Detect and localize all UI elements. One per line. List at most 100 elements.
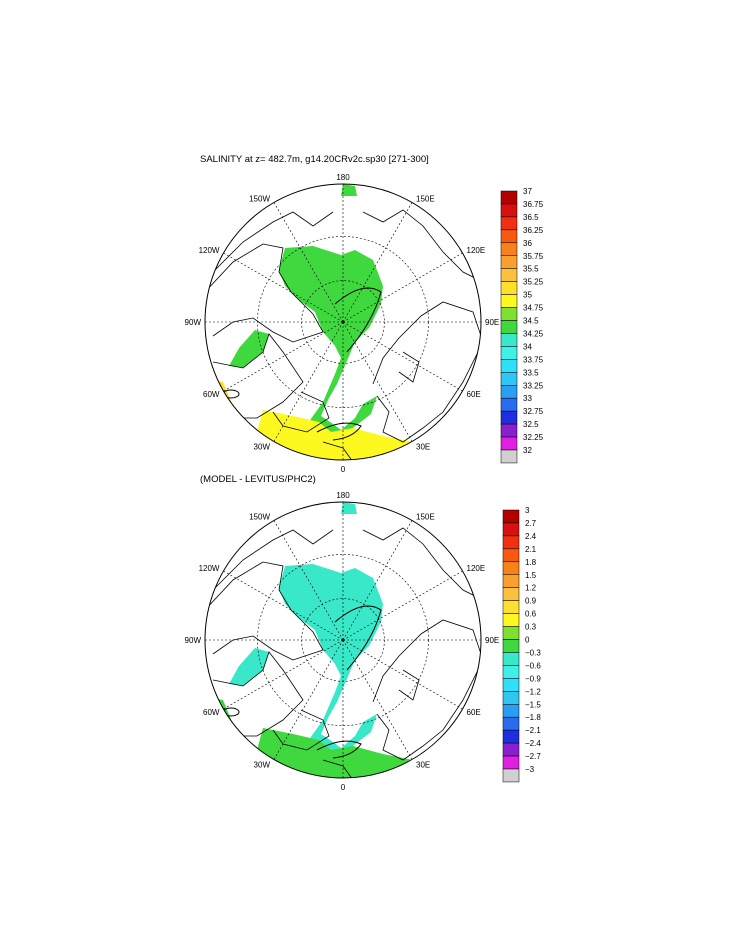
contour-line	[334, 287, 382, 353]
top-panel-title: SALINITY at z= 482.7m, g14.20CRv2c.sp30 …	[200, 154, 429, 165]
colorbar-tick-label: 36.25	[523, 226, 544, 235]
longitude-label: 90E	[485, 318, 499, 327]
longitude-label: 30E	[416, 761, 430, 770]
longitude-label: 150W	[249, 194, 270, 203]
colorbar-box	[500, 449, 518, 464]
longitude-label: 120E	[467, 246, 486, 255]
meridian-line	[342, 202, 413, 323]
meridian-line	[342, 520, 413, 641]
colorbar-box	[502, 678, 520, 692]
coastline	[372, 619, 481, 761]
meridian-line	[223, 252, 344, 323]
meridian-line	[342, 639, 413, 760]
colorbar-box	[502, 535, 520, 550]
map-clip-group	[205, 502, 481, 778]
coastline	[272, 391, 330, 433]
arctic-basin-field	[279, 564, 383, 758]
colorbar-tick-label: 32.25	[523, 433, 544, 442]
colorbar-box	[502, 509, 520, 524]
colorbar-box	[500, 216, 518, 231]
meridian-line	[342, 321, 463, 392]
colorbar-tick-label: 35.5	[523, 265, 539, 274]
longitude-label: 30W	[254, 761, 271, 770]
contour-line	[316, 740, 362, 759]
colorbar-tick-label: 0.3	[525, 623, 537, 632]
longitude-label: 90W	[185, 318, 202, 327]
colorbar-box	[502, 729, 520, 744]
contour-line	[334, 605, 382, 671]
coastline	[322, 759, 354, 778]
longitude-label: 0	[341, 783, 346, 792]
colorbar-tick-label: −3	[525, 765, 535, 774]
colorbar-box	[502, 742, 520, 757]
colorbar-box	[502, 626, 520, 640]
coastline	[212, 211, 334, 273]
map-border	[204, 183, 482, 461]
colorbar-box	[502, 716, 520, 731]
colorbar-box	[500, 359, 518, 373]
longitude-label: 90E	[485, 636, 499, 645]
baffin-bay-field	[229, 330, 269, 368]
colorbar-box	[502, 613, 520, 627]
coastline	[212, 333, 304, 419]
coastline	[398, 669, 420, 701]
colorbar-box	[500, 294, 518, 308]
colorbar-box	[500, 320, 518, 334]
colorbar-tick-label: 36.5	[523, 213, 539, 222]
longitude-label: 30E	[416, 443, 430, 452]
colorbar-tick-label: 32	[523, 446, 532, 455]
map-border	[204, 501, 482, 779]
colorbar-box	[500, 255, 518, 269]
colorbar-box	[500, 281, 518, 295]
colorbar-box	[502, 755, 520, 770]
longitude-label: 60E	[467, 708, 481, 717]
longitude-label: 150W	[249, 512, 270, 521]
colorbar-tick-label: −0.3	[525, 648, 541, 657]
colorbar-tick-label: 1.5	[525, 571, 537, 580]
colorbar-box	[500, 423, 518, 438]
colorbar-box	[500, 436, 518, 451]
arctic-basin-field	[279, 246, 383, 440]
meridian-line	[273, 202, 344, 323]
colorbar-tick-label: 2.1	[525, 545, 537, 554]
colorbar-tick-label: 37	[523, 187, 532, 196]
coastline	[272, 709, 330, 751]
longitude-label: 150E	[416, 512, 435, 521]
longitude-label: 30W	[254, 443, 271, 452]
colorbar-box	[500, 333, 518, 347]
bering-field	[341, 502, 357, 514]
contour-line	[316, 422, 362, 441]
coastline	[205, 243, 324, 343]
colorbar-box	[502, 522, 520, 537]
map-clip-group	[205, 184, 481, 460]
coastline	[212, 529, 334, 591]
longitude-label: 120W	[199, 246, 220, 255]
colorbar-tick-label: −1.8	[525, 713, 541, 722]
colorbar-tick-label: 2.4	[525, 532, 537, 541]
colorbar-tick-label: −1.5	[525, 700, 541, 709]
colorbar-tick-label: −2.7	[525, 752, 541, 761]
colorbar-tick-label: 36.75	[523, 200, 544, 209]
longitude-label: 60E	[467, 390, 481, 399]
colorbar-box	[502, 768, 520, 783]
colorbar-tick-label: −2.4	[525, 739, 541, 748]
colorbar-tick-label: −2.1	[525, 726, 541, 735]
colorbar-box	[502, 548, 520, 563]
coastline	[322, 441, 354, 460]
longitude-label: 120W	[199, 564, 220, 573]
colorbar-tick-label: 33.25	[523, 381, 544, 390]
colorbar-box	[502, 561, 520, 575]
colorbar-box	[500, 346, 518, 360]
colorbar-box	[502, 600, 520, 614]
colorbar-tick-label: 34.5	[523, 317, 539, 326]
colorbar-tick-label: 1.8	[525, 558, 537, 567]
meridian-line	[273, 520, 344, 641]
longitude-label: 180	[336, 491, 350, 500]
bering-field	[341, 184, 357, 196]
colorbar-tick-label: 33	[523, 394, 532, 403]
colorbar-box	[502, 639, 520, 653]
meridian-line	[342, 639, 463, 710]
colorbar-tick-label: 33.75	[523, 355, 544, 364]
difference-map-panel: 180 150W 150E 120W 120E 90W 90E 60W 60E 30W 30E 0 3 2…	[185, 491, 542, 792]
